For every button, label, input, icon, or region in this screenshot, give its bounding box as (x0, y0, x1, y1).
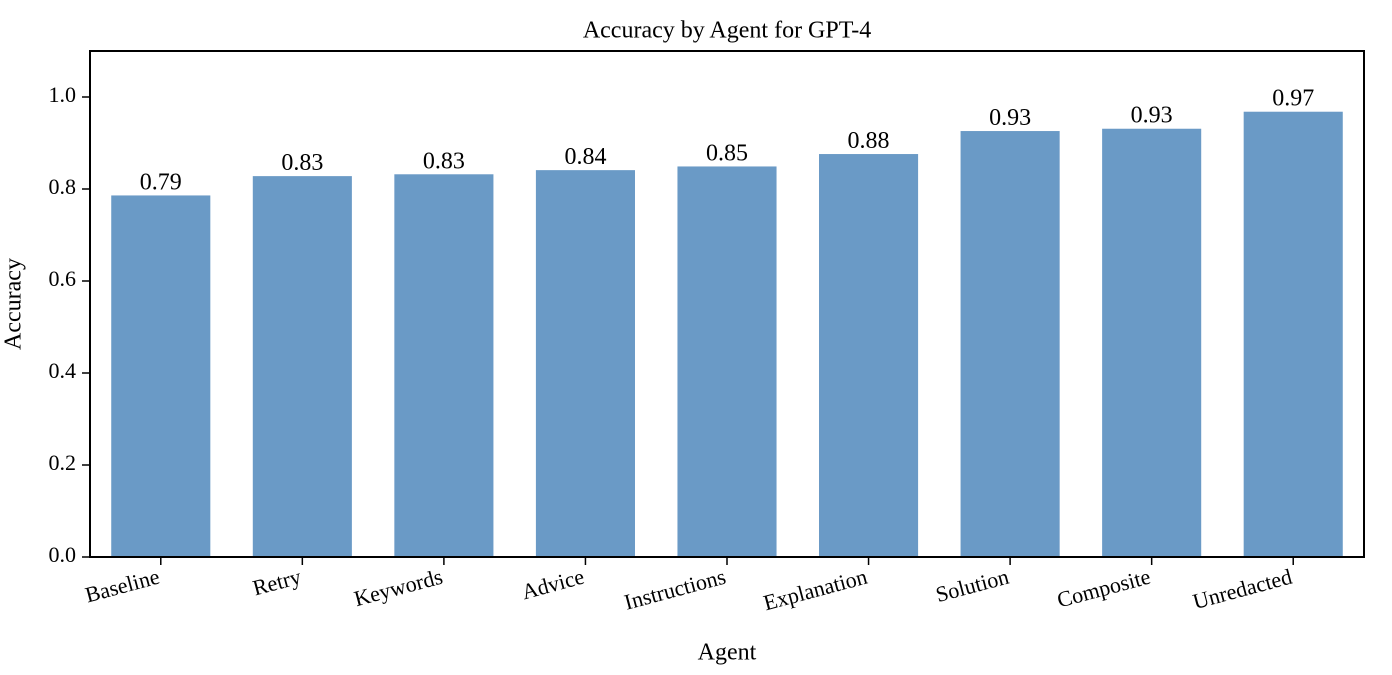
value-label: 0.97 (1272, 86, 1314, 112)
bar (1243, 111, 1343, 557)
bar (111, 195, 211, 557)
y-tick-label: 1.0 (49, 82, 77, 107)
value-label: 0.85 (706, 140, 748, 166)
plot-frame (89, 50, 1365, 558)
x-tick-label: Solution (933, 564, 1012, 607)
x-tick-label: Unredacted (1190, 564, 1294, 614)
bar (252, 176, 352, 557)
value-label: 0.88 (848, 128, 890, 154)
y-axis-title: Accuracy (1, 258, 27, 350)
value-label: 0.84 (564, 144, 606, 170)
x-tick-label: Retry (250, 564, 304, 601)
value-label: 0.83 (281, 150, 323, 176)
chart-title: Accuracy by Agent for GPT-4 (583, 18, 871, 44)
bar (960, 131, 1060, 558)
y-tick-label: 0.4 (49, 358, 77, 383)
x-tick-label: Advice (519, 564, 587, 605)
y-tick-label: 0.8 (49, 174, 77, 199)
value-label: 0.93 (989, 105, 1031, 131)
y-tick-label: 0.2 (49, 450, 77, 475)
bar (1102, 128, 1202, 558)
y-tick-label: 0.0 (49, 542, 77, 567)
bar (535, 170, 635, 557)
value-label: 0.83 (423, 148, 465, 174)
x-axis-title: Agent (698, 640, 757, 666)
bar (394, 174, 494, 557)
bar (819, 154, 919, 558)
x-tick-label: Explanation (761, 564, 870, 616)
x-tick-label: Instructions (621, 564, 728, 615)
y-tick-label: 0.6 (49, 266, 77, 291)
bar (677, 166, 777, 557)
x-tick-label: Composite (1054, 564, 1153, 613)
value-label: 0.93 (1131, 103, 1173, 129)
value-label: 0.79 (140, 169, 182, 195)
x-tick-label: Keywords (351, 564, 445, 612)
x-tick-label: Baseline (82, 564, 162, 608)
